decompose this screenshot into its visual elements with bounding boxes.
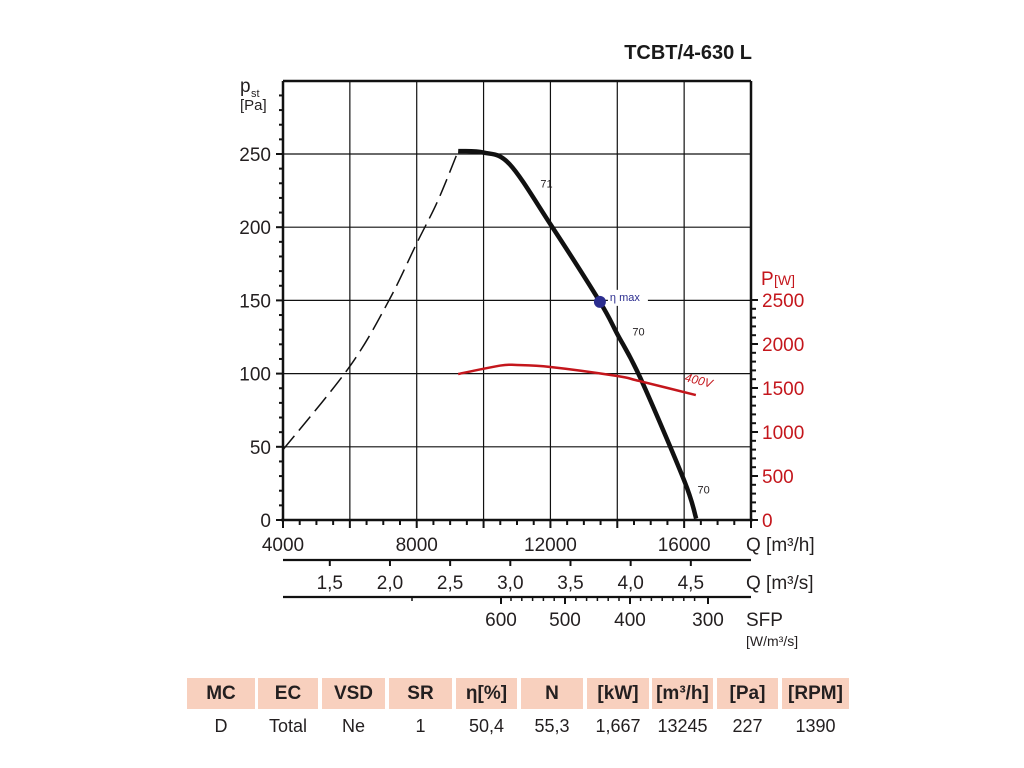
y2-tick-label: 0 (762, 511, 773, 532)
x2-tick-label: 4,0 (617, 573, 643, 594)
table-header-cell: N (521, 678, 583, 709)
table-value-cell: 1 (415, 716, 426, 736)
x-axis-label: Q [m³/h] (746, 535, 815, 556)
y2-tick-label: 1000 (762, 423, 804, 444)
y-tick-label: 0 (260, 511, 271, 532)
table-value-cell: Total (268, 716, 308, 736)
y-tick-label: 50 (250, 438, 271, 459)
table-value-cell: 1,667 (595, 716, 641, 736)
table-value-cell: D (214, 716, 228, 736)
x3-tick-label: 600 (485, 610, 517, 631)
table-value-cell: 227 (732, 716, 763, 736)
curve-annotation: 70 (632, 327, 644, 339)
y-axis-unit: [Pa] (240, 97, 267, 114)
x2-tick-label: 3,0 (497, 573, 523, 594)
eta-max-point (593, 295, 606, 308)
series-line-pressure (458, 148, 699, 520)
table-header-cell: [kW] (587, 678, 649, 709)
x3-tick-label: 400 (614, 610, 646, 631)
y2-tick-label: 2000 (762, 335, 804, 356)
y-axis-label: p (240, 76, 251, 97)
y2-tick-label: 500 (762, 467, 794, 488)
x3-axis-label: SFP (746, 610, 783, 631)
x2-tick-label: 3,5 (557, 573, 583, 594)
table-value-cell: 55,3 (534, 716, 570, 736)
y2-axis-unit: [W] (774, 272, 795, 288)
x2-tick-label: 1,5 (317, 573, 343, 594)
x-tick-label: 12000 (524, 535, 577, 556)
chart-title: TCBT/4-630 L (624, 42, 752, 64)
table-header-cell: [Pa] (717, 678, 778, 709)
x-tick-label: 8000 (396, 535, 438, 556)
x3-tick-label: 500 (549, 610, 581, 631)
table-value-cell: 1390 (795, 716, 836, 736)
curve-annotation: 70 (698, 485, 710, 497)
table-header-cell: MC (187, 678, 255, 709)
x2-tick-label: 4,5 (678, 573, 704, 594)
y-tick-label: 250 (239, 145, 271, 166)
y-tick-label: 150 (239, 291, 271, 312)
curve-annotation: 71 (540, 179, 552, 191)
y2-tick-label: 1500 (762, 379, 804, 400)
x3-tick-label: 300 (692, 610, 724, 631)
series-line-400V (457, 363, 697, 397)
x-tick-label: 16000 (658, 535, 711, 556)
table-value-cell: 50,4 (468, 716, 505, 736)
table-header-cell: [RPM] (782, 678, 849, 709)
x2-tick-label: 2,0 (377, 573, 403, 594)
y2-axis-label: P (761, 269, 774, 290)
table-header-cell: [m³/h] (652, 678, 713, 709)
y2-tick-label: 2500 (762, 291, 804, 312)
eta-max-label-bg (607, 289, 648, 306)
table-header-cell: EC (258, 678, 318, 709)
table-header-cell: η[%] (456, 678, 517, 709)
x2-axis-label: Q [m³/s] (746, 573, 814, 594)
series-line-pressure-unstable (282, 150, 459, 451)
x3-axis-unit: [W/m³/s] (746, 633, 798, 649)
x2-tick-label: 2,5 (437, 573, 463, 594)
y-tick-label: 100 (239, 365, 271, 386)
table-header-cell: VSD (322, 678, 385, 709)
eta-max-label: η max (610, 292, 640, 304)
y-tick-label: 200 (239, 218, 271, 239)
table-value-cell: 13245 (657, 716, 708, 736)
table-header-cell: SR (389, 678, 452, 709)
y-axis-label-subscript: st (251, 88, 260, 100)
series-label-400v: 400V (683, 370, 715, 391)
table-value-cell: Ne (341, 716, 365, 736)
x-tick-label: 4000 (262, 535, 304, 556)
